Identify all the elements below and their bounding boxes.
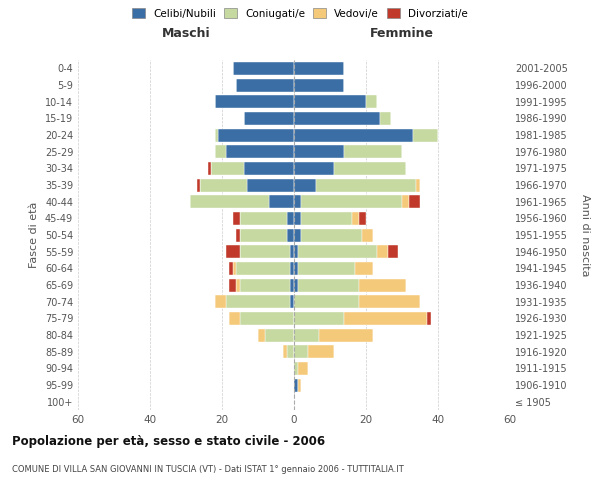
Y-axis label: Fasce di età: Fasce di età bbox=[29, 202, 39, 268]
Bar bbox=[377, 245, 388, 258]
Bar bbox=[294, 312, 344, 325]
Bar bbox=[294, 145, 344, 158]
Bar bbox=[190, 195, 269, 208]
Bar bbox=[244, 162, 294, 175]
Bar bbox=[287, 212, 294, 225]
Bar bbox=[229, 262, 233, 275]
Bar bbox=[229, 278, 236, 291]
Bar bbox=[290, 295, 294, 308]
Bar bbox=[240, 312, 294, 325]
Bar bbox=[197, 178, 200, 192]
Bar bbox=[294, 162, 334, 175]
Bar bbox=[226, 145, 294, 158]
Bar bbox=[287, 345, 294, 358]
Bar bbox=[200, 178, 247, 192]
Bar bbox=[269, 195, 294, 208]
Bar bbox=[334, 162, 406, 175]
Legend: Celibi/Nubili, Coniugati/e, Vedovi/e, Divorziati/e: Celibi/Nubili, Coniugati/e, Vedovi/e, Di… bbox=[129, 5, 471, 21]
Bar bbox=[226, 295, 290, 308]
Bar bbox=[265, 328, 294, 342]
Bar bbox=[298, 262, 355, 275]
Bar bbox=[240, 228, 287, 241]
Bar bbox=[301, 212, 352, 225]
Bar bbox=[240, 278, 290, 291]
Bar bbox=[290, 245, 294, 258]
Bar bbox=[413, 128, 438, 141]
Bar bbox=[294, 78, 344, 92]
Bar bbox=[294, 262, 298, 275]
Bar bbox=[409, 195, 420, 208]
Bar bbox=[233, 212, 240, 225]
Bar bbox=[301, 228, 362, 241]
Bar bbox=[366, 95, 377, 108]
Bar bbox=[236, 278, 240, 291]
Bar bbox=[298, 278, 359, 291]
Text: Maschi: Maschi bbox=[161, 27, 211, 40]
Bar bbox=[388, 245, 398, 258]
Bar bbox=[294, 295, 359, 308]
Bar bbox=[290, 262, 294, 275]
Bar bbox=[294, 228, 301, 241]
Bar bbox=[359, 212, 366, 225]
Bar bbox=[258, 328, 265, 342]
Bar bbox=[287, 228, 294, 241]
Bar bbox=[215, 128, 218, 141]
Bar bbox=[294, 128, 413, 141]
Bar bbox=[215, 95, 294, 108]
Bar bbox=[352, 212, 359, 225]
Bar bbox=[229, 312, 240, 325]
Bar bbox=[294, 95, 366, 108]
Bar bbox=[359, 295, 420, 308]
Bar bbox=[294, 178, 316, 192]
Bar bbox=[402, 195, 409, 208]
Bar bbox=[362, 228, 373, 241]
Bar bbox=[283, 345, 287, 358]
Bar bbox=[290, 278, 294, 291]
Bar bbox=[355, 262, 373, 275]
Text: Popolazione per età, sesso e stato civile - 2006: Popolazione per età, sesso e stato civil… bbox=[12, 435, 325, 448]
Bar bbox=[319, 328, 373, 342]
Bar bbox=[247, 178, 294, 192]
Bar bbox=[240, 245, 290, 258]
Text: Femmine: Femmine bbox=[370, 27, 434, 40]
Bar bbox=[244, 112, 294, 125]
Bar bbox=[294, 328, 319, 342]
Bar bbox=[236, 262, 290, 275]
Bar bbox=[215, 145, 226, 158]
Bar bbox=[416, 178, 420, 192]
Bar bbox=[298, 362, 308, 375]
Bar bbox=[359, 278, 406, 291]
Bar bbox=[215, 295, 226, 308]
Bar bbox=[427, 312, 431, 325]
Bar bbox=[240, 212, 287, 225]
Bar bbox=[294, 62, 344, 75]
Bar bbox=[316, 178, 416, 192]
Bar bbox=[208, 162, 211, 175]
Bar bbox=[298, 245, 377, 258]
Bar bbox=[308, 345, 334, 358]
Bar bbox=[294, 378, 298, 392]
Bar bbox=[294, 362, 298, 375]
Text: COMUNE DI VILLA SAN GIOVANNI IN TUSCIA (VT) - Dati ISTAT 1° gennaio 2006 - TUTTI: COMUNE DI VILLA SAN GIOVANNI IN TUSCIA (… bbox=[12, 465, 404, 474]
Bar bbox=[294, 195, 301, 208]
Bar bbox=[380, 112, 391, 125]
Bar bbox=[226, 245, 240, 258]
Bar bbox=[344, 312, 427, 325]
Bar bbox=[298, 378, 301, 392]
Bar bbox=[294, 112, 380, 125]
Bar bbox=[233, 62, 294, 75]
Y-axis label: Anni di nascita: Anni di nascita bbox=[580, 194, 590, 276]
Bar bbox=[294, 345, 308, 358]
Bar bbox=[233, 262, 236, 275]
Bar bbox=[236, 78, 294, 92]
Bar bbox=[218, 128, 294, 141]
Bar bbox=[294, 278, 298, 291]
Bar bbox=[301, 195, 402, 208]
Bar bbox=[344, 145, 402, 158]
Bar bbox=[211, 162, 244, 175]
Bar bbox=[294, 212, 301, 225]
Bar bbox=[294, 245, 298, 258]
Bar bbox=[236, 228, 240, 241]
